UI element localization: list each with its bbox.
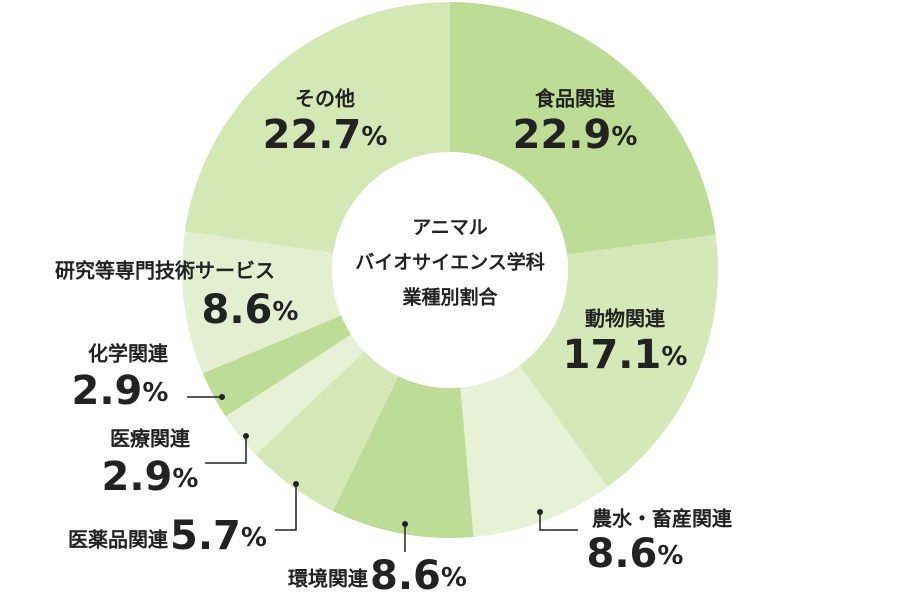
donut-slice <box>450 2 716 255</box>
category-label: 農水・畜産関連 <box>592 507 733 531</box>
leader-dot <box>293 481 299 487</box>
category-label: 医療関連 <box>110 427 191 451</box>
donut-slice <box>332 376 474 539</box>
donut-slice <box>519 234 718 487</box>
donut-slice <box>225 334 365 455</box>
donut-slice <box>184 2 451 254</box>
leader-dot <box>219 394 225 400</box>
value-label: 22.7% <box>263 112 388 158</box>
center-title: バイオサイエンス学科 <box>355 251 544 274</box>
category-label: 環境関連 <box>288 567 369 591</box>
leader-line <box>205 436 247 464</box>
center-title: アニマル <box>412 217 488 239</box>
category-label: 医薬品関連 <box>68 528 169 552</box>
value-label: 17.1% <box>563 332 688 378</box>
leader-dot <box>402 521 408 527</box>
leader-line <box>539 512 578 531</box>
value-label: 2.9% <box>102 454 199 500</box>
value-label: 5.7% <box>170 513 267 559</box>
donut-slice <box>181 231 342 374</box>
leader-line <box>275 484 297 531</box>
donut-slice <box>255 351 399 512</box>
category-label: その他 <box>295 87 355 111</box>
category-label: 食品関連 <box>535 87 616 111</box>
leader-dot <box>537 509 543 515</box>
value-label: 22.9% <box>513 112 638 158</box>
category-label: 化学関連 <box>88 342 169 366</box>
donut-slice <box>460 365 608 537</box>
value-label: 8.6% <box>587 531 684 577</box>
leader-dot <box>243 433 249 439</box>
value-label: 8.6% <box>202 287 299 333</box>
category-label: 研究等専門技術サービス <box>55 259 275 283</box>
value-label: 8.6% <box>370 553 467 599</box>
donut-hole <box>332 152 568 388</box>
center-title: 業種別割合 <box>401 286 498 309</box>
donut-slice <box>202 315 352 417</box>
category-label: 動物関連 <box>585 307 666 331</box>
value-label: 2.9% <box>72 368 169 414</box>
